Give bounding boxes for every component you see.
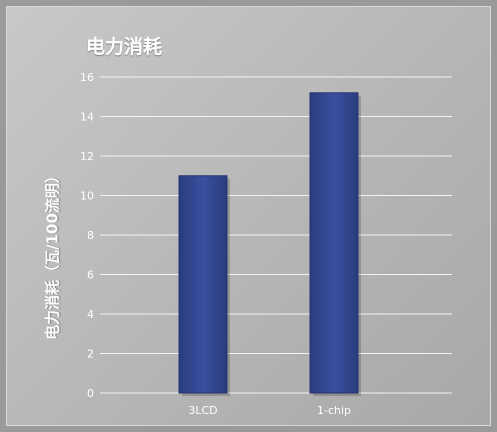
bar-3lcd xyxy=(178,175,228,394)
x-tick-label: 1-chip xyxy=(317,404,351,417)
chart-title: 电力消耗 xyxy=(86,36,163,58)
y-tick-label: 4 xyxy=(87,308,94,321)
bar-1-chip xyxy=(309,92,359,394)
y-tick-label: 14 xyxy=(80,111,94,124)
y-tick-label: 10 xyxy=(80,190,94,203)
x-tick-label: 3LCD xyxy=(188,404,217,417)
y-tick-label: 6 xyxy=(87,269,94,282)
y-tick-label: 0 xyxy=(87,387,94,400)
y-tick-label: 2 xyxy=(87,348,94,361)
y-tick-label: 8 xyxy=(87,229,94,242)
y-tick-label: 12 xyxy=(80,150,94,163)
y-tick-label: 16 xyxy=(80,71,94,84)
